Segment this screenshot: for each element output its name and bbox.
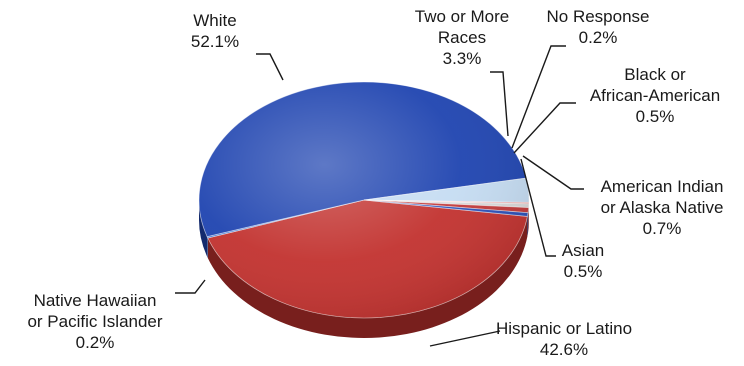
data-label-white: White 52.1% [191,11,239,51]
data-label-native-hawaiian-or-pacific-islander: Native Hawaiian or Pacific Islander 0.2% [27,291,162,352]
data-label-line: or Pacific Islander [27,312,162,331]
data-label-line: 3.3% [443,49,482,68]
data-label-line: 0.2% [76,333,115,352]
data-label-line: or Alaska Native [601,198,724,217]
pie-highlight [199,82,529,318]
data-label-black-or-african-american: Black or African-American 0.5% [590,65,720,126]
data-label-line: 0.5% [564,262,603,281]
data-label-line: White [193,11,236,30]
leader-line-black-or-african-american [514,103,576,153]
data-label-hispanic-or-latino: Hispanic or Latino 42.6% [496,319,632,359]
data-label-two-or-more-races: Two or More Races 3.3% [415,7,509,68]
data-label-line: 0.2% [579,28,618,47]
data-label-line: Two or More [415,7,509,26]
data-label-line: Hispanic or Latino [496,319,632,338]
data-label-line: Races [438,28,486,47]
data-label-line: Asian [562,241,605,260]
data-label-line: 0.7% [643,219,682,238]
data-label-line: African-American [590,86,720,105]
leader-line-hispanic-or-latino [430,331,500,346]
leader-line-no-response [512,46,566,148]
data-label-american-indian-or-alaska-native: American Indian or Alaska Native 0.7% [601,177,724,238]
data-label-asian: Asian 0.5% [562,241,605,281]
leader-line-american-indian-or-alaska-native [523,156,584,189]
leader-line-native-hawaiian-or-pacific-islander [175,280,205,293]
slice-wall-native-hawaiian-or-pacific-islander [207,237,208,258]
data-label-line: American Indian [601,177,724,196]
data-label-no-response: No Response 0.2% [546,7,649,47]
data-label-line: 0.5% [636,107,675,126]
pie-gloss [199,82,529,318]
leader-line-white [256,54,283,80]
data-label-line: Black or [624,65,686,84]
data-label-line: Native Hawaiian [34,291,157,310]
data-label-line: 52.1% [191,32,239,51]
data-label-line: No Response [546,7,649,26]
data-label-line: 42.6% [540,340,588,359]
